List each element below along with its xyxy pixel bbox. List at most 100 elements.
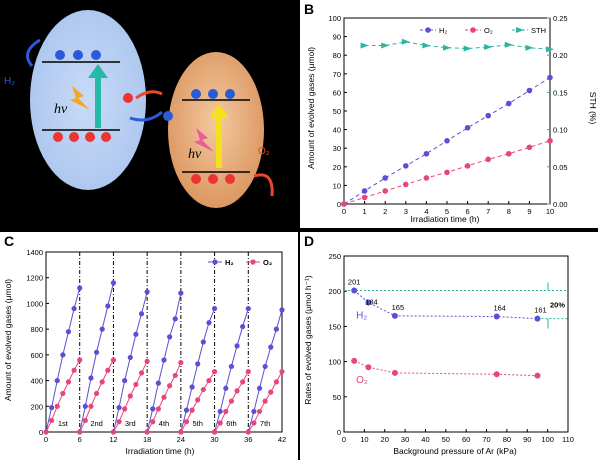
b-point — [547, 74, 553, 81]
b-legend-marker — [470, 27, 476, 33]
b-x-tick-label: 10 — [546, 207, 554, 216]
b-y-axis-label: Amount of evolved gases (μmol) — [306, 47, 316, 169]
c-point — [122, 406, 128, 412]
b-point — [403, 163, 409, 169]
d-y-axis-label: Rates of evolved gases (μmol h⁻¹) — [303, 275, 313, 405]
c-y-tick-label: 0 — [39, 428, 43, 437]
c-x-tick-label: 36 — [244, 435, 252, 444]
c-x-tick-label: 42 — [278, 435, 286, 444]
c-point — [161, 394, 167, 400]
b-y-tick-label: 60 — [333, 88, 341, 97]
d-data-label: 164 — [493, 304, 506, 313]
c-point — [172, 316, 178, 322]
b-y2-tick-label: 0.20 — [553, 51, 568, 60]
d-data-label: 201 — [348, 277, 361, 286]
b-legend-label: STH — [531, 26, 546, 35]
c-point — [77, 357, 83, 363]
b-y2-tick-label: 0.05 — [553, 163, 568, 172]
b-point — [423, 150, 430, 157]
b-point — [526, 87, 533, 94]
c-point — [206, 377, 212, 384]
c-point — [133, 331, 139, 337]
c-series-line-0 — [180, 308, 216, 433]
d-x-tick-label: 80 — [503, 435, 511, 444]
b-y2-tick-label: 0.00 — [553, 200, 568, 209]
excitation-arrow-left-icon — [88, 64, 108, 128]
c-point — [195, 397, 201, 403]
c-point — [99, 326, 105, 332]
d-series-line-0 — [353, 290, 538, 320]
b-point — [444, 137, 450, 144]
b-point — [361, 194, 368, 201]
b-legend-marker — [425, 27, 431, 33]
b-point — [401, 38, 410, 45]
b-legend-label: O₂ — [484, 26, 493, 35]
c-point — [155, 380, 161, 386]
c-point — [200, 386, 206, 393]
c-point — [127, 393, 133, 399]
b-point — [525, 44, 534, 51]
b-y-tick-label: 70 — [333, 70, 341, 79]
c-y-tick-label: 1200 — [26, 274, 43, 283]
c-x-tick-label: 18 — [143, 435, 151, 444]
c-point — [217, 420, 223, 426]
d-x-axis-label: Background pressure of Ar (kPa) — [393, 446, 516, 456]
d-data-label: 184 — [365, 297, 378, 306]
d-data-label: 165 — [392, 303, 405, 312]
c-point — [71, 305, 77, 312]
c-point — [88, 403, 94, 409]
c-point — [279, 307, 285, 313]
b-x-tick-label: 0 — [342, 207, 346, 216]
d-point — [493, 371, 500, 378]
b-series-line-2 — [364, 41, 551, 50]
b-legend-label: H₂ — [439, 26, 447, 35]
b-y-tick-label: 40 — [333, 126, 341, 135]
b-y2-tick-label: 0.15 — [553, 88, 568, 97]
c-cycle-label: 5th — [192, 419, 202, 428]
d-y-tick-label: 150 — [328, 322, 341, 331]
b-point — [485, 112, 491, 119]
c-point — [200, 339, 206, 345]
c-point — [211, 368, 218, 375]
d-x-tick-label: 20 — [381, 435, 389, 444]
panel-b-chart: B 0 1 2 3 4 5 6 7 8 9 10 0 10 20 30 40 50 60 70 80 90 100 0.00… — [300, 0, 598, 228]
b-y-tick-label: 0 — [337, 200, 341, 209]
b-y-tick-label: 100 — [328, 14, 341, 23]
b-x-tick-label: 6 — [466, 207, 470, 216]
c-point — [138, 311, 145, 317]
c-point — [217, 408, 223, 415]
c-point — [105, 303, 111, 309]
d-point — [365, 299, 372, 306]
b-x-tick-label: 1 — [363, 207, 367, 216]
c-cycle-label: 2nd — [90, 419, 103, 428]
c-point — [133, 381, 139, 388]
c-point — [99, 379, 105, 385]
c-point — [150, 419, 156, 425]
c-point — [65, 329, 72, 335]
b-point — [464, 124, 471, 131]
b-point — [381, 42, 390, 49]
light-bolt-left-icon — [70, 86, 90, 110]
c-point — [127, 354, 133, 361]
b-point — [403, 181, 409, 188]
c-point — [88, 375, 94, 381]
c-point — [60, 390, 66, 397]
light-bolt-right-icon — [194, 128, 214, 152]
d-point — [391, 312, 398, 319]
b-point — [361, 188, 368, 194]
c-point — [122, 377, 128, 384]
c-point — [65, 379, 72, 385]
b-y2-tick-label: 0.10 — [553, 126, 568, 135]
d-x-tick-label: 10 — [360, 435, 368, 444]
b-point — [444, 169, 450, 176]
b-y2-tick-label: 0.25 — [553, 14, 568, 23]
d-point — [365, 364, 372, 371]
b-point — [341, 201, 347, 207]
c-x-tick-label: 12 — [109, 435, 117, 444]
c-y-tick-label: 1400 — [26, 248, 43, 257]
c-point — [178, 429, 184, 435]
b-point — [360, 42, 369, 49]
c-point — [60, 352, 66, 358]
b-x-tick-label: 7 — [486, 207, 490, 216]
panel-letter-c: C — [4, 233, 14, 249]
